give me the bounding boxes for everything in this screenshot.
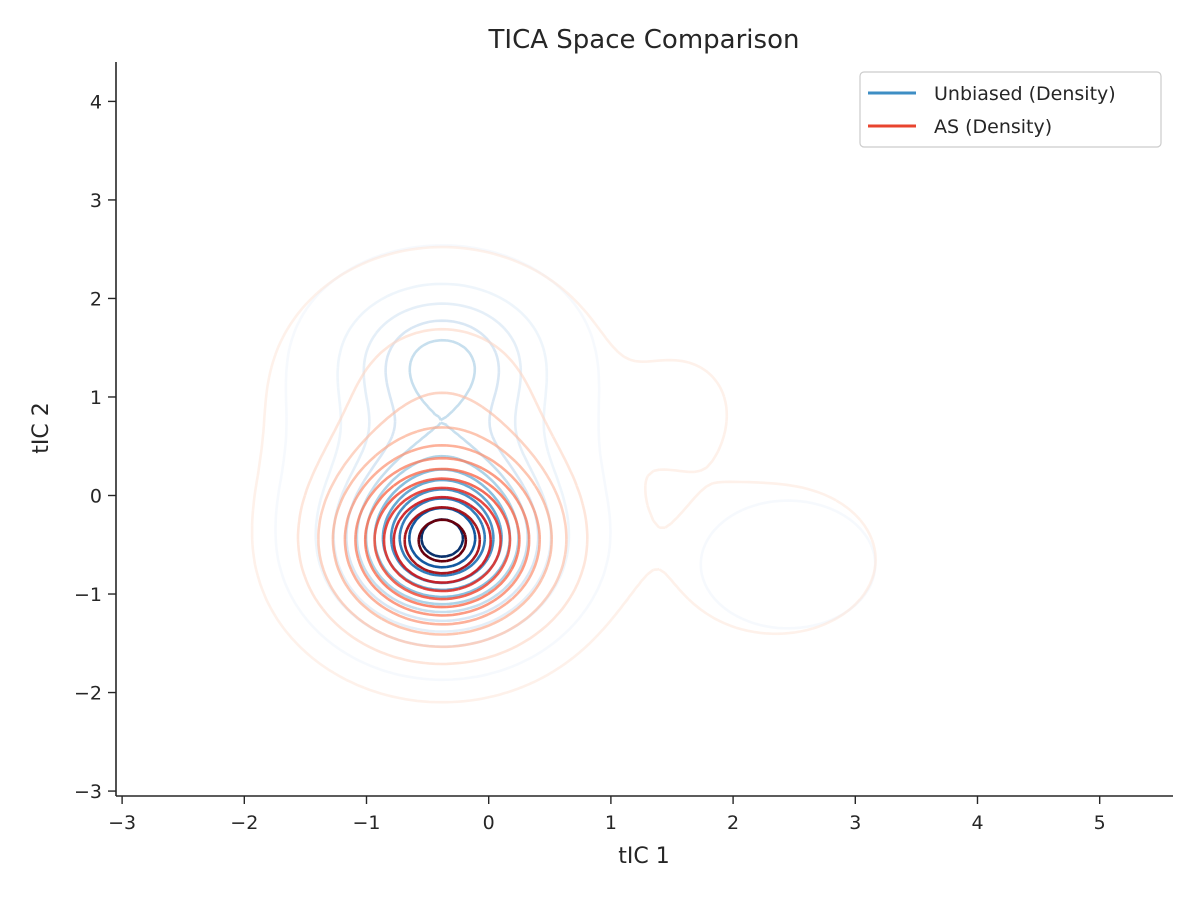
y-tick-label: 1 bbox=[90, 387, 102, 409]
legend-label-as: AS (Density) bbox=[934, 116, 1052, 138]
unbiased-density-contours bbox=[274, 244, 877, 682]
unbiased-contour-level-11 bbox=[408, 506, 477, 569]
as-contour-level-12 bbox=[417, 518, 468, 563]
x-ticks: −3 −2 −1 0 1 2 3 4 5 bbox=[108, 796, 1106, 834]
chart-title: TICA Space Comparison bbox=[488, 25, 800, 55]
x-tick-label: 2 bbox=[727, 812, 739, 834]
as-contour-level-11 bbox=[403, 506, 482, 575]
x-tick-label: 1 bbox=[605, 812, 617, 834]
legend-label-unbiased: Unbiased (Density) bbox=[934, 83, 1116, 105]
x-tick-label: 0 bbox=[483, 812, 495, 834]
legend: Unbiased (Density) AS (Density) bbox=[859, 71, 1162, 148]
unbiased-contour-level-5 bbox=[355, 338, 529, 614]
as-contour-level-7 bbox=[363, 467, 521, 609]
x-tick-label: −3 bbox=[108, 812, 136, 834]
as-contour-level-10 bbox=[392, 495, 492, 584]
y-ticks: −3 −2 −1 0 1 2 3 4 bbox=[74, 91, 116, 803]
as-density-contours bbox=[250, 245, 877, 704]
x-tick-label: −2 bbox=[230, 812, 258, 834]
y-tick-label: 2 bbox=[90, 288, 102, 310]
as-contour-level-9 bbox=[382, 486, 502, 593]
y-tick-label: −1 bbox=[74, 584, 102, 606]
y-tick-label: −2 bbox=[74, 683, 102, 705]
x-tick-label: 5 bbox=[1094, 812, 1106, 834]
y-tick-label: 0 bbox=[90, 486, 102, 508]
x-tick-label: 4 bbox=[971, 812, 983, 834]
x-tick-label: −1 bbox=[352, 812, 380, 834]
as-contour-level-5 bbox=[343, 444, 541, 626]
unbiased-contour-level-10 bbox=[398, 497, 487, 577]
as-contour-level-6 bbox=[354, 456, 531, 617]
y-axis-label: tIC 2 bbox=[29, 402, 54, 453]
as-contour-level-8 bbox=[373, 477, 512, 601]
as-contour-level-2 bbox=[296, 327, 589, 666]
y-tick-label: 3 bbox=[90, 190, 102, 212]
as-contour-level-4 bbox=[331, 426, 553, 636]
x-axis-label: tIC 1 bbox=[618, 844, 669, 869]
y-tick-label: −3 bbox=[74, 781, 102, 803]
as-contour-level-3 bbox=[317, 391, 568, 649]
axes bbox=[115, 62, 1173, 797]
x-tick-label: 3 bbox=[849, 812, 861, 834]
y-tick-label: 4 bbox=[90, 91, 102, 113]
legend-frame bbox=[859, 71, 1162, 148]
as-contour-level-1 bbox=[250, 245, 877, 704]
